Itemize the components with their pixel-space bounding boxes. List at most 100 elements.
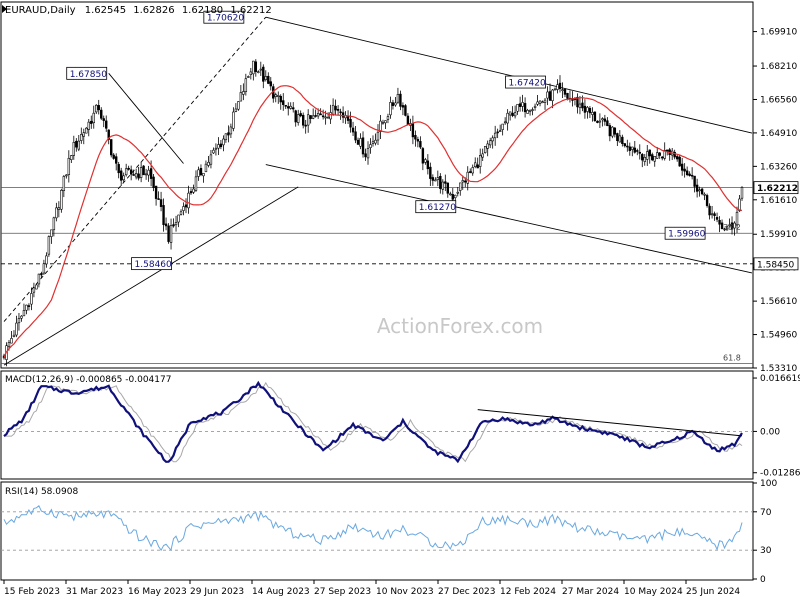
candle bbox=[546, 86, 549, 106]
candle bbox=[92, 105, 95, 129]
watermark: ActionForex.com bbox=[377, 314, 543, 338]
rsi-line bbox=[3, 505, 743, 552]
candle-body bbox=[558, 82, 562, 89]
candle bbox=[466, 166, 469, 191]
candle bbox=[95, 104, 98, 115]
candle-body bbox=[70, 155, 73, 160]
candle bbox=[159, 191, 163, 212]
candle bbox=[436, 170, 440, 187]
candle bbox=[449, 191, 452, 196]
candle bbox=[496, 128, 499, 139]
candle bbox=[705, 193, 709, 208]
time-tick-label: 29 Jun 2023 bbox=[190, 587, 244, 597]
candle-body bbox=[82, 132, 85, 137]
candle-body bbox=[67, 157, 71, 175]
candle-body bbox=[87, 121, 90, 130]
candle bbox=[259, 61, 263, 76]
candle bbox=[339, 108, 342, 120]
candle bbox=[521, 94, 524, 112]
candle-body bbox=[7, 342, 11, 347]
rsi-title: RSI(14) 58.0908 bbox=[5, 487, 78, 497]
candle bbox=[224, 133, 228, 143]
candle-body bbox=[661, 156, 664, 159]
candle bbox=[404, 104, 407, 117]
candle-body bbox=[399, 93, 402, 107]
candle-body bbox=[354, 131, 357, 141]
candle-body bbox=[316, 113, 320, 117]
candle-body bbox=[119, 170, 123, 181]
candle-body bbox=[516, 103, 519, 112]
candle bbox=[304, 119, 307, 134]
candle-body bbox=[287, 106, 290, 109]
candle bbox=[297, 109, 300, 126]
candle bbox=[421, 147, 425, 171]
candle bbox=[526, 108, 529, 114]
candle-body bbox=[22, 310, 26, 317]
candle-body bbox=[129, 169, 133, 175]
candle bbox=[232, 107, 235, 132]
candle-body bbox=[611, 126, 614, 137]
candle bbox=[454, 194, 457, 202]
candle bbox=[389, 96, 392, 119]
time-tick-label: 15 Feb 2023 bbox=[4, 587, 60, 597]
ohlc-open: 1.62545 bbox=[85, 5, 126, 16]
candle bbox=[157, 191, 160, 200]
candle-body bbox=[252, 60, 255, 75]
candle bbox=[429, 162, 432, 187]
candle bbox=[174, 215, 178, 232]
candle-body bbox=[461, 180, 464, 183]
candle-body bbox=[364, 153, 367, 158]
candle bbox=[45, 252, 48, 268]
candle bbox=[214, 143, 218, 156]
candle-body bbox=[239, 92, 243, 102]
horizontal-levels: 1.58450 1.62212 bbox=[1, 181, 799, 364]
macd-panel-frame bbox=[0, 370, 754, 480]
candle bbox=[117, 161, 120, 179]
candle-body bbox=[533, 105, 537, 108]
candle-body bbox=[526, 109, 529, 114]
candle bbox=[511, 106, 514, 118]
candle bbox=[384, 120, 387, 129]
candle-body bbox=[374, 139, 377, 144]
candle bbox=[167, 223, 170, 244]
candle bbox=[17, 312, 21, 331]
candle-body bbox=[159, 199, 163, 207]
candle-body bbox=[474, 162, 477, 167]
price-tick-label: 1.63260 bbox=[760, 162, 797, 172]
candle bbox=[247, 75, 250, 78]
candle-body bbox=[376, 131, 380, 141]
candle-body bbox=[65, 174, 68, 177]
candle-body bbox=[641, 154, 644, 161]
candle-body bbox=[501, 123, 504, 130]
candle-body bbox=[105, 120, 108, 129]
candle bbox=[257, 70, 260, 74]
candle bbox=[678, 154, 681, 167]
candle-body bbox=[184, 204, 188, 208]
candle bbox=[349, 111, 352, 133]
macd-tick-label: 0.00 bbox=[760, 427, 780, 437]
time-tick-label: 27 Mar 2024 bbox=[562, 587, 619, 597]
candle bbox=[72, 135, 76, 160]
candle bbox=[703, 192, 706, 201]
trendline bbox=[3, 186, 299, 366]
candle-body bbox=[192, 188, 195, 193]
macd-tick-label: -0.012864 bbox=[760, 469, 800, 479]
candle bbox=[646, 145, 649, 166]
candle bbox=[142, 165, 145, 176]
candle-body bbox=[262, 66, 265, 82]
candle-body bbox=[144, 173, 148, 176]
candle bbox=[513, 105, 517, 119]
candle-body bbox=[476, 164, 479, 169]
candle-body bbox=[346, 116, 350, 121]
collapse-triangle-icon[interactable] bbox=[2, 5, 7, 13]
candle-body bbox=[177, 214, 180, 223]
price-label: 1.67420 bbox=[509, 79, 546, 89]
candle-body bbox=[673, 151, 676, 158]
time-tick-label: 10 Nov 2023 bbox=[376, 587, 434, 597]
macd-tick-label: 0.016619 bbox=[760, 374, 800, 384]
candle-body bbox=[710, 213, 714, 216]
candle-body bbox=[72, 141, 76, 156]
candle bbox=[618, 130, 622, 143]
candle-body bbox=[117, 164, 120, 174]
candle-body bbox=[603, 118, 607, 122]
